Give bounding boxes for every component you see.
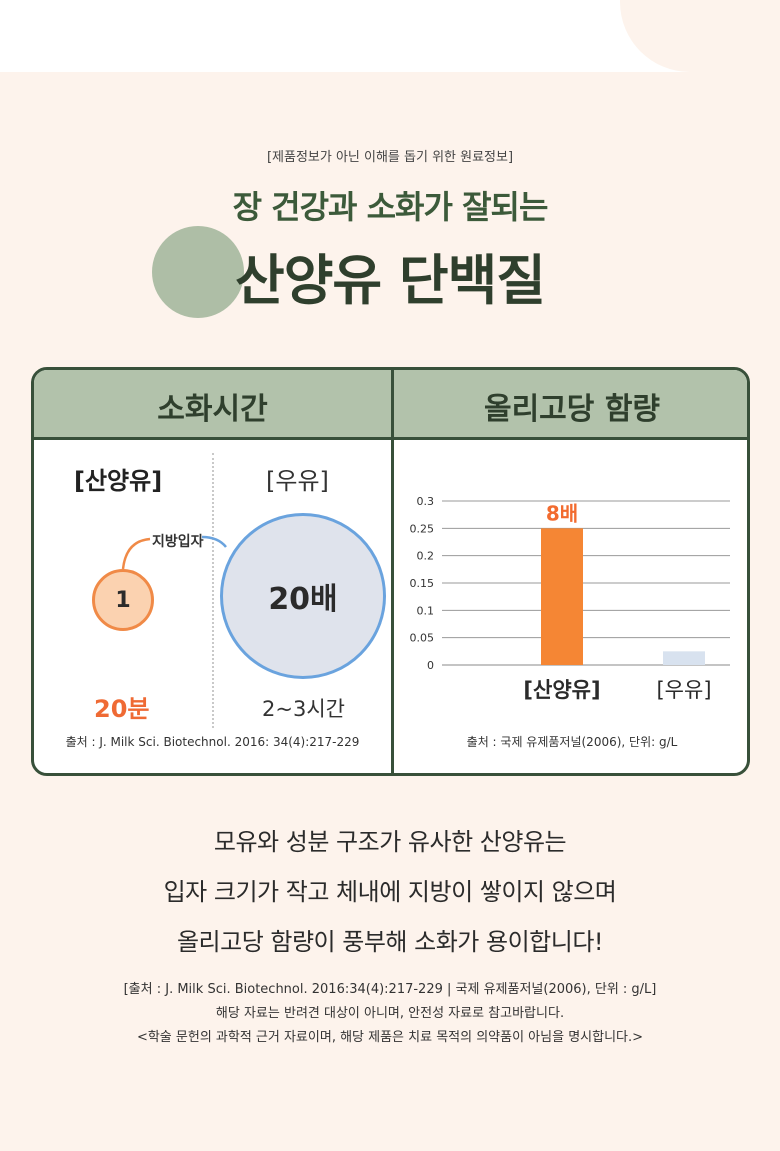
y-tick-label: 0.05	[410, 632, 435, 645]
comparison-panel: 소화시간 올리고당 함량 [산양유] [우유] 지방입자 1 20배 20분 2…	[31, 367, 750, 776]
body-line-3: 올리고당 함량이 풍부해 소화가 용이합니다!	[176, 928, 604, 956]
oligo-bar-chart: 0 0.05 0.1 0.15 0.2 0.25 0.3 [산양유] [우유] 8배	[410, 495, 730, 702]
panel-header: 소화시간 올리고당 함량	[34, 370, 747, 440]
oligo-source: 출처 : 국제 유제품저널(2006), 단위: g/L	[466, 735, 678, 749]
body-line-2: 입자 크기가 작고 체내에 지방이 쌓이지 않으며	[163, 878, 617, 906]
oligo-title: 올리고당 함량	[483, 392, 661, 427]
footer-source: [출처 : J. Milk Sci. Biotechnol. 2016:34(4…	[123, 982, 657, 997]
fat-particle-connector	[121, 535, 227, 570]
headline-title: 산양유 단백질	[235, 249, 546, 312]
milk-particle-circle: 20배	[220, 513, 386, 679]
digestion-source: 출처 : J. Milk Sci. Biotechnol. 2016: 34(4…	[65, 735, 360, 749]
goat-particle-circle: 1	[92, 569, 154, 631]
decorative-circle	[152, 226, 244, 318]
oligo-section: 0 0.05 0.1 0.15 0.2 0.25 0.3 [산양유] [우유] 8배 출처 : 국…	[394, 443, 747, 773]
body-line-1: 모유와 성분 구조가 유사한 산양유는	[213, 828, 567, 856]
digestion-title: 소화시간	[157, 392, 268, 427]
y-tick-label: 0.15	[410, 577, 435, 590]
y-tick-label: 0.2	[417, 550, 435, 563]
headline-subtitle: 장 건강과 소화가 잘되는	[232, 188, 549, 226]
footer-notice: <학술 문헌의 과학적 근거 자료이며, 해당 제품은 치료 목적의 의약품이 …	[136, 1030, 644, 1045]
panel-divider	[391, 370, 394, 773]
category-label: [산양유]	[523, 678, 600, 702]
bar-goat-milk	[541, 528, 583, 665]
info-note: [제품정보가 아닌 이해를 돕기 위한 원료정보]	[266, 150, 514, 165]
footer-disclaimer: 해당 자료는 반려견 대상이 아니며, 안전성 자료로 참고바랍니다.	[215, 1006, 565, 1021]
y-tick-label: 0.25	[410, 522, 435, 535]
milk-digestion-time: 2~3시간	[262, 697, 345, 721]
bar-cow-milk	[663, 651, 705, 665]
dotted-divider	[212, 453, 214, 728]
background-curve	[0, 72, 780, 252]
bar-annotation: 8배	[546, 501, 578, 525]
goat-digestion-time: 20분	[94, 695, 150, 723]
y-tick-label: 0.1	[417, 604, 435, 617]
cow-milk-label: [우유]	[266, 467, 329, 495]
goat-milk-label: [산양유]	[74, 467, 163, 495]
digestion-section: [산양유] [우유] 지방입자 1 20배 20분 2~3시간 출처 : J. …	[34, 443, 391, 773]
y-tick-label: 0.3	[417, 495, 435, 508]
category-label: [우유]	[656, 678, 711, 702]
y-tick-label: 0	[427, 659, 434, 672]
fat-particle-label: 지방입자	[152, 534, 204, 550]
